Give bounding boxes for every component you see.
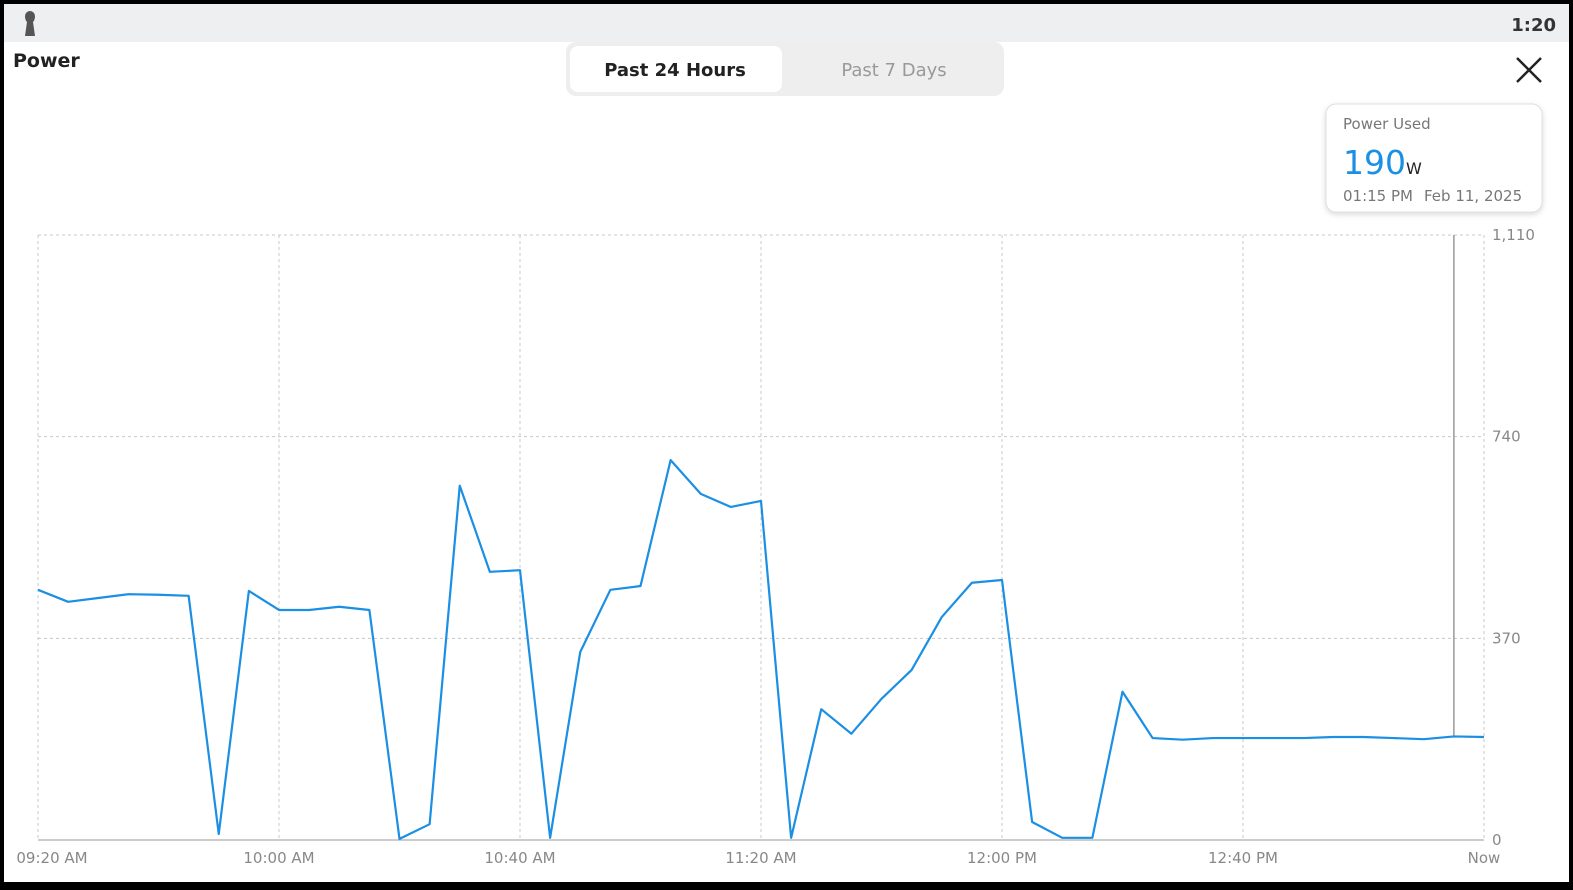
screen: 1:20 Power Past 24 Hours Past 7 Days Pow… bbox=[4, 4, 1569, 867]
status-time: 1:20 bbox=[1511, 15, 1556, 36]
y-tick-label: 370 bbox=[1492, 629, 1521, 647]
status-bar bbox=[4, 4, 1569, 42]
tooltip-label: Power Used bbox=[1343, 115, 1431, 133]
tab[interactable]: Past 7 Days bbox=[841, 60, 946, 81]
x-tick-label: 11:20 AM bbox=[725, 849, 796, 867]
tooltip-card bbox=[1325, 103, 1543, 213]
status-icon bbox=[25, 11, 35, 36]
x-tick-label: 10:00 AM bbox=[243, 849, 314, 867]
tab[interactable]: Past 24 Hours bbox=[604, 60, 746, 81]
tooltip-unit: W bbox=[1406, 159, 1422, 178]
x-tick-label: 12:00 PM bbox=[967, 849, 1037, 867]
page-title: Power bbox=[13, 50, 80, 72]
x-tick-label: 09:20 AM bbox=[16, 849, 87, 867]
close-button[interactable] bbox=[1516, 57, 1542, 83]
tooltip-date: Feb 11, 2025 bbox=[1424, 187, 1522, 205]
x-tick-label: 12:40 PM bbox=[1208, 849, 1278, 867]
tab-active-bg bbox=[570, 46, 782, 92]
power-line bbox=[37, 459, 1485, 841]
tooltip-value: 190 bbox=[1343, 143, 1406, 182]
x-tick-label: Now bbox=[1468, 849, 1501, 867]
y-tick-label: 740 bbox=[1492, 428, 1521, 446]
y-tick-label: 1,110 bbox=[1492, 226, 1535, 244]
x-tick-label: 10:40 AM bbox=[484, 849, 555, 867]
tooltip-time: 01:15 PM bbox=[1343, 187, 1413, 205]
y-tick-label: 0 bbox=[1492, 831, 1502, 849]
app: 1:20 Power Past 24 Hours Past 7 Days Pow… bbox=[4, 4, 1569, 882]
